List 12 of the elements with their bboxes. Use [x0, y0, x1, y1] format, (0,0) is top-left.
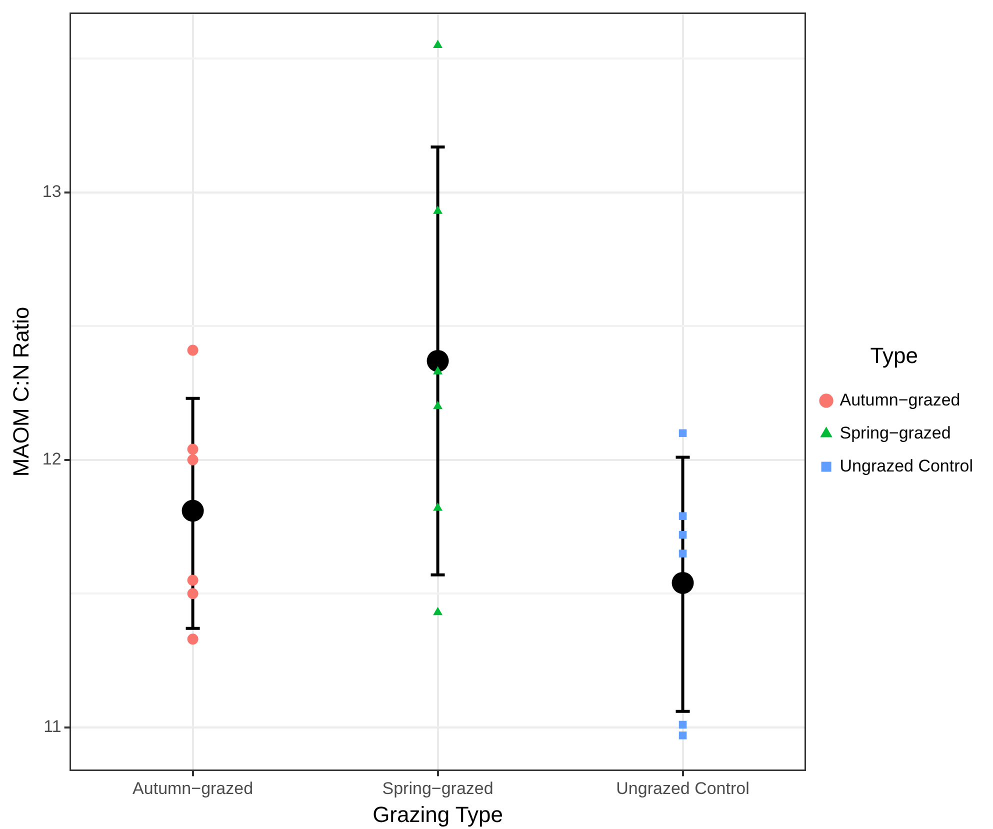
- legend-label: Spring−grazed: [840, 423, 951, 442]
- legend-label: Ungrazed Control: [840, 456, 974, 476]
- x-tick-label: Ungrazed Control: [616, 779, 750, 798]
- x-axis-title: Grazing Type: [372, 802, 504, 827]
- legend-label: Autumn−grazed: [840, 390, 960, 410]
- legend-title: Type: [870, 342, 918, 368]
- y-tick-label: 12: [42, 450, 62, 469]
- y-tick-label: 11: [44, 717, 62, 736]
- y-axis-title: MAOM C:N Ratio: [8, 306, 34, 477]
- y-tick-label: 13: [42, 182, 62, 202]
- x-tick-label: Autumn−grazed: [132, 779, 254, 798]
- x-tick-label: Spring−grazed: [382, 779, 494, 798]
